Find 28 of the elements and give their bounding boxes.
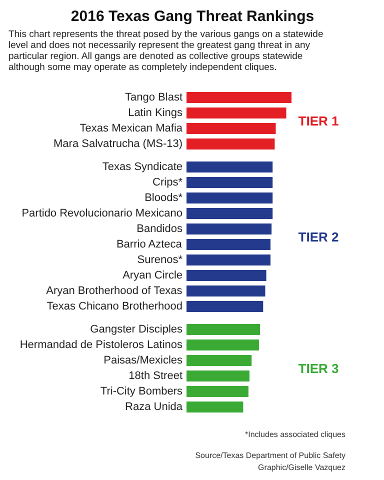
text: TIER 2	[298, 229, 339, 244]
y-tick-label: Gangster Disciples	[90, 324, 183, 336]
y-tick-label: Texas Chicano Brotherhood	[46, 300, 182, 312]
series-label: TIER 1	[298, 113, 339, 128]
chart-title: 2016 Texas Gang Threat Rankings	[70, 8, 314, 25]
text: TIER 3	[298, 360, 339, 376]
y-tick-label: Partido Revolucionario Mexicano	[22, 208, 183, 220]
y-tick-label: Paisas/Mexicles	[104, 354, 183, 366]
y-tick-label: Texas Syndicate	[102, 161, 183, 173]
y-tick-label: Texas Mexican Mafia	[80, 122, 184, 134]
y-tick-label: Surenos*	[137, 254, 184, 266]
y-tick-label: Barrio Azteca	[116, 238, 183, 250]
text: *Includes associated cliques	[244, 430, 346, 439]
y-tick-label: Bandidos	[136, 223, 183, 235]
chart-subtitle: This chart represents the threat posed by the various gangs on a statewide level and does not necessarily represent the greatest gang threat in any particular region. All gangs are denoted as collective groups statewide although some may operate as completely independent cliques.	[8, 29, 324, 73]
y-tick-label: Raza Unida	[125, 401, 184, 413]
y-tick-label: Tango Blast	[125, 92, 183, 104]
y-tick-label: Bloods*	[144, 192, 184, 204]
y-tick-label: Aryan Circle	[122, 270, 182, 282]
y-tick-label: Latin Kings	[128, 107, 183, 119]
y-tick-label: Tri-City Bombers	[100, 386, 183, 398]
y-tick-label: Hermandad de Pistoleros Latinos	[20, 339, 183, 351]
y-tick-label: Crips*	[152, 176, 184, 188]
text: Graphic/Giselle Vazquez	[258, 463, 346, 472]
y-tick-label: 18th Street	[128, 370, 183, 382]
y-tick-label: Aryan Brotherhood of Texas	[46, 285, 183, 297]
source-note: Source/Texas Department of Public Safety	[195, 451, 346, 460]
y-tick-label: Mara Salvatrucha (MS-13)	[54, 138, 183, 150]
